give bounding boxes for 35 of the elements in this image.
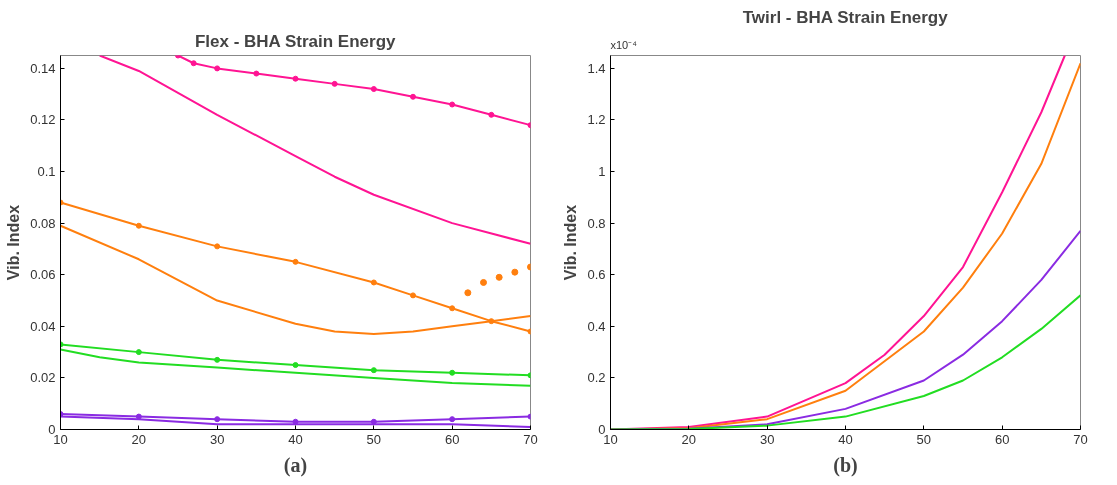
y-tick-label: 0.4 bbox=[587, 318, 606, 334]
x-tick-label: 60 bbox=[994, 431, 1010, 447]
y-tick-label: 0.1 bbox=[37, 164, 56, 180]
x-tick-label: 70 bbox=[523, 431, 538, 447]
x-tick-label: 20 bbox=[131, 431, 147, 447]
x-tick-label: 50 bbox=[366, 431, 382, 447]
y-tick-label: 0 bbox=[48, 422, 56, 437]
x-tick-label: 60 bbox=[444, 431, 460, 447]
y-tick-label: 1.4 bbox=[587, 60, 606, 76]
y-tick-label: 0.08 bbox=[30, 215, 56, 231]
y-axis-title: Vib. Index bbox=[562, 204, 580, 281]
text: (a) bbox=[283, 453, 308, 477]
x-tick-label: 30 bbox=[759, 431, 775, 447]
x-tick-label: 40 bbox=[838, 431, 853, 447]
y-tick-label: 0.02 bbox=[30, 370, 56, 386]
chart-title: Flex - BHA Strain Energy bbox=[194, 31, 397, 51]
y-tick-label: 0.12 bbox=[30, 112, 56, 128]
y-tick-label: 0.06 bbox=[30, 267, 56, 283]
x-tick-label: 70 bbox=[1073, 431, 1088, 447]
y-tick-label: 1.2 bbox=[587, 112, 606, 128]
y-tick-label: 0.2 bbox=[587, 370, 606, 386]
x-tick-label: 40 bbox=[288, 431, 303, 447]
text: x10⁻⁴ bbox=[610, 38, 638, 51]
y-tick-label: 0.6 bbox=[587, 267, 606, 283]
x-tick-label: 30 bbox=[209, 431, 225, 447]
y-tick-label: 0 bbox=[598, 422, 606, 437]
x-tick-label: 50 bbox=[916, 431, 932, 447]
y-tick-label: 0.04 bbox=[30, 318, 56, 334]
y-axis-title: Vib. Index bbox=[5, 204, 23, 281]
chart-title: Twirl - BHA Strain Energy bbox=[742, 7, 949, 27]
y-tick-label: 0.14 bbox=[30, 60, 56, 76]
x-tick-label: 20 bbox=[681, 431, 697, 447]
y-tick-label: 0.8 bbox=[587, 215, 606, 231]
text: (b) bbox=[833, 453, 858, 477]
y-tick-label: 1 bbox=[598, 164, 606, 180]
